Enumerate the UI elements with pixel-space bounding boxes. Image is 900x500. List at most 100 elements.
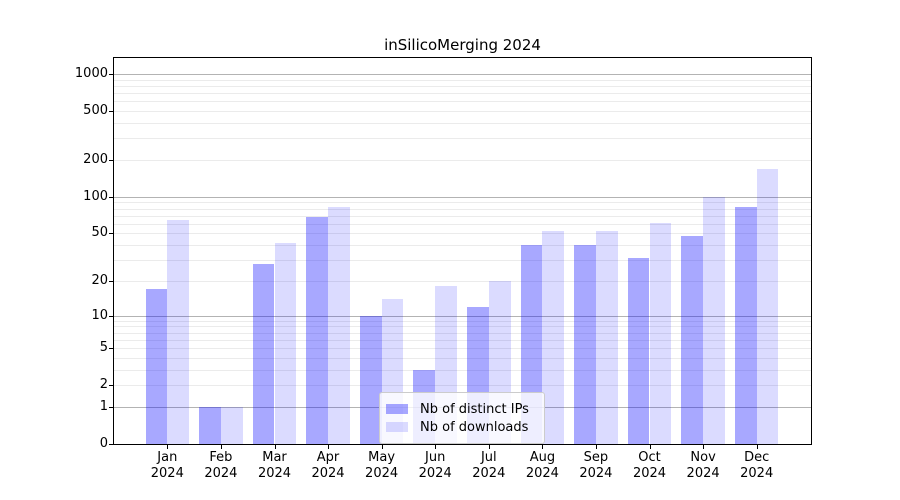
x-tick-label: Sep 2024 (566, 450, 626, 482)
x-tick-month: Oct (638, 450, 661, 465)
y-tick-label: 50 (91, 225, 108, 241)
gridline-y-minor (114, 159, 811, 161)
gridline-y-minor (114, 122, 811, 124)
x-tick-mark (328, 445, 329, 449)
chart-title: inSilicoMerging 2024 (384, 36, 541, 54)
y-tick-label: 500 (83, 103, 108, 118)
x-tick-month: Nov (690, 450, 716, 465)
x-tick-mark (488, 445, 490, 449)
y-tick-mark (109, 111, 114, 112)
gridline-y-minor (114, 101, 811, 103)
gridline-y-minor (114, 320, 811, 322)
y-tick-label: 2 (99, 377, 108, 393)
gridline-y-minor (114, 138, 811, 140)
y-tick-label: 1000 (74, 65, 108, 81)
x-tick-mark (220, 445, 222, 449)
y-tick-mark (109, 315, 114, 317)
bar-mar-downloads (274, 242, 297, 444)
legend-label-distinct-ips: Nb of distinct IPs (420, 401, 529, 417)
gridline-y-minor (114, 111, 811, 112)
bar-may-distinct-ips (359, 315, 382, 444)
bar-jan-distinct-ips (145, 289, 168, 444)
y-tick-mark (109, 233, 114, 235)
gridline-y-minor (114, 79, 811, 81)
gridline-y-minor (114, 93, 811, 94)
gridline-y-minor (114, 385, 811, 387)
gridline-y-major (114, 196, 811, 198)
gridline-y-minor (114, 215, 811, 217)
y-tick-mark (109, 280, 114, 282)
gridline-y-minor (114, 348, 811, 349)
x-tick-year: 2024 (418, 466, 452, 481)
x-tick-label: Mar 2024 (245, 450, 305, 482)
legend: Nb of distinct IPs Nb of downloads (379, 392, 545, 444)
bar-apr-downloads (328, 207, 350, 444)
bar-dec-distinct-ips (734, 207, 757, 444)
x-tick-month: Jun (425, 450, 446, 465)
y-tick-label: 100 (83, 188, 108, 204)
legend-row-downloads: Nb of downloads (386, 419, 544, 435)
gridline-y-minor (114, 202, 811, 204)
x-tick-mark (703, 445, 705, 449)
y-tick-mark (109, 196, 114, 198)
x-tick-month: Mar (262, 450, 287, 465)
gridline-y-minor (114, 245, 811, 247)
bar-feb-downloads (220, 406, 243, 444)
x-tick-mark (435, 445, 437, 449)
x-tick-month: Apr (316, 450, 340, 465)
y-tick-mark (109, 385, 114, 387)
gridline-y-minor (114, 260, 811, 261)
bar-sep-downloads (595, 231, 618, 444)
gridline-y-major (114, 315, 811, 317)
x-tick-label: Nov 2024 (673, 450, 733, 482)
y-tick-mark (109, 159, 114, 161)
x-tick-month: Dec (744, 450, 770, 465)
x-tick-label: Aug 2024 (512, 450, 572, 482)
gridline-y-minor (114, 369, 811, 371)
x-tick-mark (274, 445, 276, 449)
y-tick-label: 20 (91, 272, 108, 288)
x-tick-year: 2024 (311, 466, 345, 481)
bar-mar-distinct-ips (252, 263, 275, 444)
x-tick-year: 2024 (525, 466, 559, 481)
gridline-y-minor (114, 326, 811, 328)
x-tick-label: Jun 2024 (405, 450, 465, 482)
gridline-y-major (114, 73, 811, 75)
bar-oct-downloads (649, 222, 672, 444)
y-tick-label: 1 (99, 398, 108, 414)
legend-swatch-downloads (386, 422, 408, 432)
y-tick-mark (109, 348, 114, 349)
y-tick-mark (109, 444, 114, 445)
y-tick-label: 5 (99, 340, 108, 355)
x-tick-label: Feb 2024 (191, 450, 251, 482)
x-tick-year: 2024 (740, 466, 774, 481)
x-tick-mark (167, 445, 169, 449)
bar-nov-distinct-ips (681, 235, 704, 444)
legend-row-distinct-ips: Nb of distinct IPs (386, 401, 544, 417)
x-tick-year: 2024 (472, 466, 506, 481)
gridline-y-minor (114, 332, 811, 334)
x-tick-year: 2024 (204, 466, 238, 481)
gridline-y-minor (114, 85, 811, 87)
bar-aug-downloads (542, 231, 565, 444)
gridline-y-minor (114, 339, 811, 341)
bar-oct-distinct-ips (627, 258, 650, 444)
gridline-y-minor (114, 223, 811, 225)
legend-label-downloads: Nb of downloads (420, 419, 529, 435)
bar-apr-distinct-ips (306, 217, 328, 444)
x-tick-mark (381, 445, 383, 449)
x-tick-label: Oct 2024 (620, 450, 680, 482)
x-tick-label: May 2024 (352, 450, 412, 482)
x-tick-year: 2024 (365, 466, 399, 481)
x-tick-year: 2024 (686, 466, 720, 481)
x-tick-year: 2024 (632, 466, 667, 481)
gridline-y-minor (114, 357, 811, 359)
x-tick-month: Sep (583, 450, 609, 465)
x-tick-year: 2024 (257, 466, 292, 481)
x-tick-mark (756, 445, 758, 449)
x-tick-month: Jan (157, 450, 178, 465)
gridline-y-minor (114, 208, 811, 210)
x-tick-label: Jul 2024 (459, 450, 519, 482)
x-tick-month: Feb (209, 450, 233, 465)
